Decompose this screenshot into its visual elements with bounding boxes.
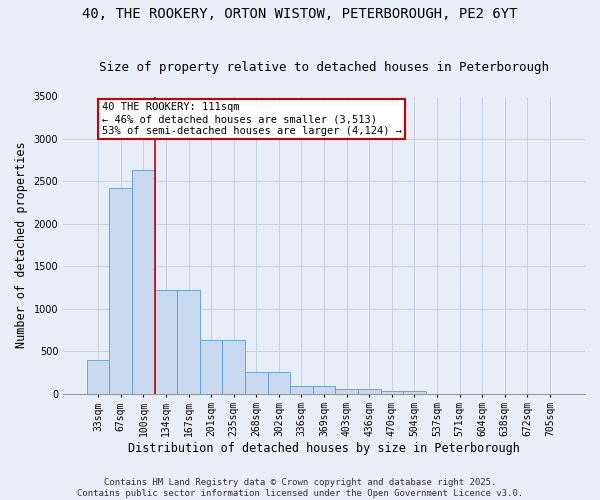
Text: 40, THE ROOKERY, ORTON WISTOW, PETERBOROUGH, PE2 6YT: 40, THE ROOKERY, ORTON WISTOW, PETERBORO… — [82, 8, 518, 22]
Bar — [358, 389, 380, 394]
Bar — [245, 372, 268, 394]
Text: 40 THE ROOKERY: 111sqm
← 46% of detached houses are smaller (3,513)
53% of semi-: 40 THE ROOKERY: 111sqm ← 46% of detached… — [101, 102, 401, 136]
X-axis label: Distribution of detached houses by size in Peterborough: Distribution of detached houses by size … — [128, 442, 520, 455]
Bar — [290, 386, 313, 394]
Bar — [380, 391, 403, 394]
Bar — [313, 386, 335, 394]
Bar — [177, 290, 200, 394]
Bar — [155, 290, 177, 394]
Y-axis label: Number of detached properties: Number of detached properties — [15, 142, 28, 348]
Bar — [109, 188, 132, 394]
Bar — [200, 340, 223, 394]
Bar — [87, 360, 109, 394]
Bar — [268, 372, 290, 394]
Title: Size of property relative to detached houses in Peterborough: Size of property relative to detached ho… — [99, 62, 549, 74]
Bar — [132, 170, 155, 394]
Text: Contains HM Land Registry data © Crown copyright and database right 2025.
Contai: Contains HM Land Registry data © Crown c… — [77, 478, 523, 498]
Bar — [223, 340, 245, 394]
Bar — [335, 389, 358, 394]
Bar — [403, 391, 426, 394]
